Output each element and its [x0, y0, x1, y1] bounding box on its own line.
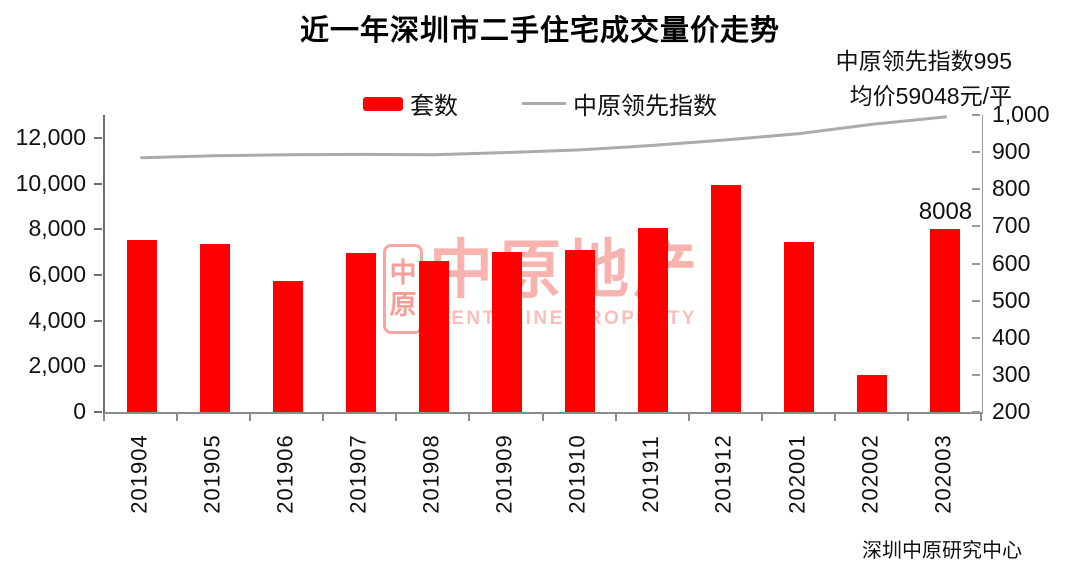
- annotation-block: 中原领先指数995 均价59048元/平: [836, 44, 1012, 114]
- x-axis-tick: [249, 414, 252, 421]
- right-axis-tick: [972, 151, 980, 154]
- right-axis-label: 300: [992, 360, 1031, 387]
- x-axis-label: 201905: [176, 418, 249, 530]
- bar-201907: [345, 253, 376, 412]
- x-axis-label: 202002: [834, 418, 907, 530]
- right-axis-label: 600: [992, 249, 1031, 276]
- bar-201908: [418, 261, 449, 412]
- bar-201906: [272, 280, 303, 412]
- x-axis-label-text: 201912: [711, 434, 737, 514]
- plot-area: 中 原 中原地产 CENTALINE PROPERTY 8008: [103, 115, 983, 414]
- bar-201909: [491, 252, 522, 412]
- bar-202003: [930, 229, 961, 412]
- left-axis-label: 0: [73, 398, 86, 424]
- right-axis-tick: [972, 188, 980, 191]
- left-axis-tick: [94, 411, 102, 413]
- legend-label-units: 套数: [410, 93, 458, 120]
- right-axis-label: 200: [992, 398, 1031, 424]
- x-axis-tick: [760, 414, 763, 421]
- bar-202001: [784, 241, 815, 412]
- right-axis-label: 900: [992, 138, 1031, 165]
- right-axis-tick: [972, 373, 980, 376]
- x-axis-label: 201906: [249, 418, 322, 530]
- left-axis-tick: [94, 228, 102, 231]
- bar-201904: [126, 239, 157, 412]
- x-axis-label: 201911: [615, 418, 688, 530]
- x-axis-label-text: 202001: [784, 434, 810, 514]
- x-axis-tick: [103, 414, 105, 421]
- right-axis-tick: [972, 299, 980, 302]
- legend: 套数 中原领先指数: [0, 86, 1080, 121]
- bar-201912: [711, 184, 742, 412]
- left-axis-label: 10,000: [15, 169, 86, 196]
- x-axis-label-text: 201904: [126, 434, 152, 514]
- x-axis-label: 201909: [468, 418, 541, 530]
- x-axis-tick: [176, 414, 179, 421]
- right-axis-tick: [972, 336, 980, 339]
- right-axis-label: 500: [992, 286, 1031, 313]
- legend-item-units: 套数: [363, 86, 458, 121]
- index-line-series: [140, 115, 947, 160]
- bar-201910: [565, 249, 596, 412]
- right-axis-tick: [972, 225, 980, 228]
- left-axis-tick: [94, 365, 102, 368]
- right-axis-label: 1,000: [992, 101, 1050, 127]
- right-axis-tick: [972, 411, 980, 413]
- left-axis-label: 8,000: [28, 215, 86, 242]
- source-caption: 深圳中原研究中心: [862, 540, 1022, 562]
- x-axis-tick: [614, 414, 617, 421]
- left-axis-label: 2,000: [28, 352, 86, 379]
- right-axis-label: 400: [992, 323, 1031, 350]
- x-axis-tick: [687, 414, 690, 421]
- bar-swatch-icon: [363, 96, 403, 111]
- right-axis-label: 800: [992, 175, 1031, 202]
- left-axis-label: 6,000: [28, 260, 86, 287]
- x-axis-tick: [395, 414, 398, 421]
- x-axis-label: 201912: [688, 418, 761, 530]
- x-axis-label: 201907: [322, 418, 395, 530]
- bar-202002: [857, 375, 888, 412]
- x-axis-label: 201904: [103, 418, 176, 530]
- x-axis-label-text: 201911: [638, 435, 664, 513]
- left-axis-tick: [94, 136, 102, 139]
- x-axis-label-text: 201909: [491, 434, 517, 514]
- x-axis-tick: [833, 414, 836, 421]
- x-axis-label-text: 201906: [272, 434, 298, 514]
- x-axis-label-text: 201908: [418, 434, 444, 514]
- x-axis-label-text: 202002: [857, 434, 883, 514]
- x-axis-tick: [468, 414, 471, 421]
- x-axis-tick: [906, 414, 909, 421]
- line-swatch-icon: [522, 102, 566, 105]
- x-axis-label-text: 201910: [565, 434, 591, 514]
- bar-data-label: 8008: [918, 198, 973, 226]
- x-axis-tick: [541, 414, 544, 421]
- x-axis-tick: [980, 414, 982, 421]
- x-axis-label: 202001: [761, 418, 834, 530]
- left-axis-label: 12,000: [15, 123, 86, 150]
- right-axis-label: 700: [992, 212, 1031, 239]
- x-axis-label: 201910: [542, 418, 615, 530]
- bar-201911: [638, 228, 669, 412]
- x-axis-tick: [322, 414, 325, 421]
- chart-title: 近一年深圳市二手住宅成交量价走势: [299, 15, 780, 47]
- left-axis-tick: [94, 319, 102, 322]
- left-axis-label: 4,000: [28, 306, 86, 333]
- x-axis-label: 202003: [907, 418, 980, 530]
- x-axis-label-text: 202003: [930, 434, 956, 514]
- x-axis-label-text: 201905: [199, 434, 225, 514]
- annotation-index: 中原领先指数995: [835, 48, 1012, 74]
- right-axis-tick: [972, 114, 980, 116]
- left-axis-tick: [94, 273, 102, 276]
- x-axis-label: 201908: [395, 418, 468, 530]
- annotation-avg-price: 均价59048元/平: [849, 83, 1012, 109]
- legend-item-index: 中原领先指数: [522, 86, 717, 121]
- left-axis-tick: [94, 182, 102, 185]
- bar-201905: [199, 244, 230, 412]
- legend-label-index: 中原领先指数: [573, 93, 717, 120]
- x-axis-label-text: 201907: [345, 434, 371, 514]
- right-axis-tick: [972, 262, 980, 265]
